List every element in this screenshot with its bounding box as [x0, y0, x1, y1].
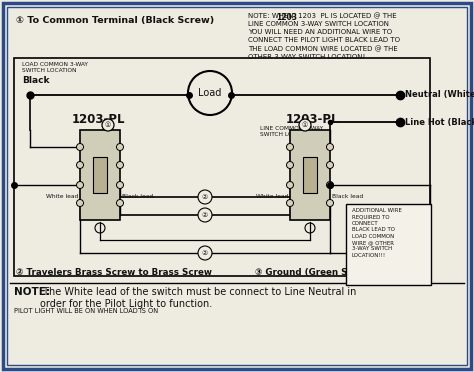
Text: LINE COMMON 3-WAY
SWITCH LOCATION: LINE COMMON 3-WAY SWITCH LOCATION	[260, 126, 323, 137]
Circle shape	[299, 119, 311, 131]
Text: The White lead of the switch must be connect to Line Neutral in
order for the Pi: The White lead of the switch must be con…	[40, 287, 356, 309]
Text: Line Hot (Black): Line Hot (Black)	[405, 118, 474, 126]
Text: NOTE: WHEN 1203 PL IS LOCATED @ THE
LINE COMMON 3-WAY SWITCH LOCATION
YOU WILL N: NOTE: WHEN 1203 PL IS LOCATED @ THE LINE…	[248, 13, 400, 60]
Text: 1203: 1203	[276, 13, 297, 22]
Circle shape	[117, 144, 124, 151]
Circle shape	[117, 161, 124, 169]
Bar	[303, 157, 317, 193]
Text: ① To Common Terminal (Black Screw): ① To Common Terminal (Black Screw)	[16, 16, 214, 25]
FancyBboxPatch shape	[346, 203, 431, 285]
Circle shape	[286, 161, 293, 169]
Circle shape	[76, 144, 83, 151]
Text: White lead: White lead	[255, 195, 288, 199]
Circle shape	[76, 161, 83, 169]
Text: White lead: White lead	[46, 195, 78, 199]
Text: Black: Black	[22, 76, 49, 85]
Circle shape	[198, 246, 212, 260]
Bar	[80, 130, 120, 220]
Circle shape	[102, 119, 114, 131]
Circle shape	[198, 208, 212, 222]
Text: ②: ②	[202, 194, 208, 200]
Text: ①: ①	[105, 122, 111, 128]
Circle shape	[76, 182, 83, 189]
Circle shape	[286, 182, 293, 189]
Text: 1203-PL: 1203-PL	[71, 113, 125, 126]
Circle shape	[327, 161, 334, 169]
Text: ②: ②	[202, 250, 208, 256]
Text: ADDITIONAL WIRE
REQUIRED TO
CONNECT
BLACK LEAD TO
LOAD COMMON
WIRE @ OTHER
3-WAY: ADDITIONAL WIRE REQUIRED TO CONNECT BLAC…	[352, 208, 402, 258]
Text: ①: ①	[302, 122, 308, 128]
FancyBboxPatch shape	[7, 7, 467, 365]
FancyBboxPatch shape	[14, 58, 430, 276]
Bar	[93, 157, 107, 193]
Text: 1203-PL: 1203-PL	[285, 113, 339, 126]
Text: Black lead: Black lead	[332, 195, 363, 199]
Text: Black lead: Black lead	[122, 195, 153, 199]
Text: ②: ②	[202, 212, 208, 218]
Circle shape	[198, 190, 212, 204]
Text: NOTE:: NOTE:	[14, 287, 50, 297]
Text: LOAD COMMON 3-WAY
SWITCH LOCATION: LOAD COMMON 3-WAY SWITCH LOCATION	[22, 62, 88, 73]
FancyBboxPatch shape	[3, 3, 471, 369]
Circle shape	[117, 182, 124, 189]
Bar	[290, 130, 330, 220]
Text: ② Travelers Brass Screw to Brass Screw: ② Travelers Brass Screw to Brass Screw	[16, 268, 212, 277]
Text: ③ Ground (Green Screw): ③ Ground (Green Screw)	[255, 268, 375, 277]
Text: PILOT LIGHT WILL BE ON WHEN LOAD IS ON: PILOT LIGHT WILL BE ON WHEN LOAD IS ON	[14, 308, 158, 314]
Circle shape	[117, 199, 124, 206]
Circle shape	[327, 144, 334, 151]
Circle shape	[327, 182, 334, 189]
Circle shape	[327, 199, 334, 206]
Text: Load: Load	[198, 88, 222, 98]
Circle shape	[286, 199, 293, 206]
Circle shape	[286, 144, 293, 151]
Circle shape	[76, 199, 83, 206]
Text: Neutral (White): Neutral (White)	[405, 90, 474, 99]
